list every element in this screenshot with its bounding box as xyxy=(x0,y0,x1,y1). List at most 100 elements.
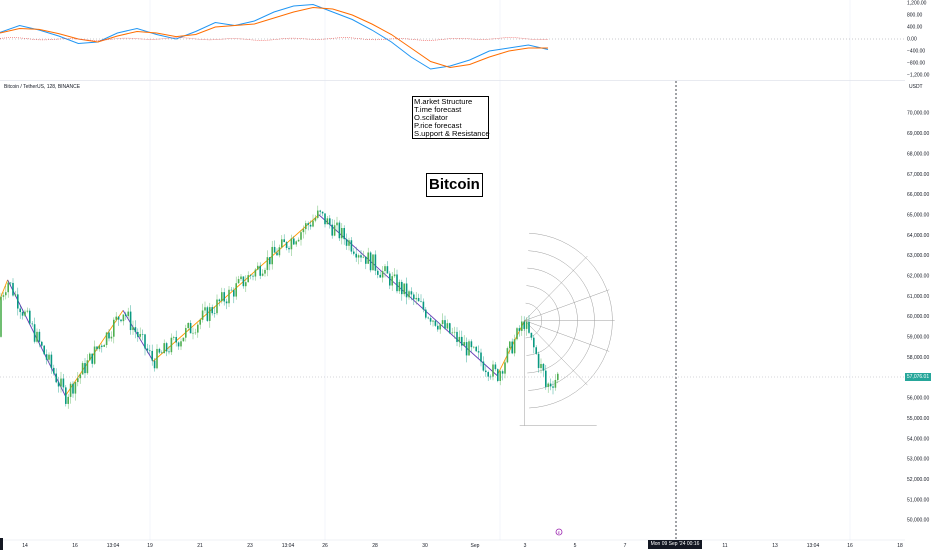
time-tick-label: 14 xyxy=(22,543,28,549)
candle-body xyxy=(161,352,163,354)
candle-body xyxy=(367,252,369,264)
candle-body xyxy=(168,351,170,353)
candle-body xyxy=(297,239,300,242)
event-marker-icon[interactable] xyxy=(555,528,563,536)
candle-body xyxy=(317,210,319,218)
candle-body xyxy=(331,224,333,236)
candle-body xyxy=(463,342,465,346)
candle-body xyxy=(117,316,120,320)
candle-body xyxy=(12,282,14,296)
candle-body xyxy=(9,282,12,284)
price-tick-label: 58,000.00 xyxy=(907,355,929,361)
candle-body xyxy=(213,313,216,314)
candle-body xyxy=(225,301,228,304)
price-tick-label: 50,000.00 xyxy=(907,518,929,524)
candle-body xyxy=(79,374,81,379)
candle-body xyxy=(146,348,149,351)
candle-body xyxy=(153,360,156,369)
candle-body xyxy=(516,328,518,340)
candle-body xyxy=(403,283,405,295)
candle-body xyxy=(204,307,206,311)
annotation-title-box[interactable]: Bitcoin xyxy=(426,173,483,197)
candle-body xyxy=(329,218,331,225)
candle-body xyxy=(285,242,288,248)
candle-body xyxy=(540,363,542,369)
candle-body xyxy=(537,353,540,369)
candle-body xyxy=(535,347,537,354)
candle-body xyxy=(269,257,271,265)
candle-body xyxy=(305,223,307,230)
candle-body xyxy=(182,337,185,342)
candle-body xyxy=(84,363,86,374)
candle-body xyxy=(319,210,321,212)
candle-body xyxy=(501,371,504,374)
candle-body xyxy=(401,281,403,295)
candle-body xyxy=(201,310,204,320)
candle-body xyxy=(21,312,24,316)
candle-body xyxy=(156,348,158,369)
candle-body xyxy=(374,254,377,271)
candle-body xyxy=(473,346,475,348)
candle-body xyxy=(108,332,110,339)
candle-body xyxy=(492,364,494,377)
oscillator-tick-label: −800.00 xyxy=(907,61,925,67)
annotation-item: S.upport & Resistance xyxy=(414,129,490,139)
candle-body xyxy=(506,348,509,363)
candle-body xyxy=(149,350,151,352)
candle-body xyxy=(67,396,69,404)
candle-body xyxy=(343,227,345,240)
candle-body xyxy=(101,345,103,347)
symbol-info: Bitcoin / TetherUS, 128, BINANCE xyxy=(4,84,81,90)
candle-body xyxy=(470,341,473,348)
candle-body xyxy=(499,371,501,381)
candle-body xyxy=(293,238,295,245)
annotation-item: P.rice forecast xyxy=(414,121,462,131)
candle-body xyxy=(247,275,249,283)
candle-body xyxy=(422,301,425,310)
time-tick-label: 5 xyxy=(574,543,577,549)
candle-body xyxy=(125,314,127,317)
candle-body xyxy=(72,383,74,394)
candle-body xyxy=(235,283,237,297)
candle-body xyxy=(65,387,67,404)
time-tick-label: 28 xyxy=(372,543,378,549)
price-tick-label: 64,000.00 xyxy=(907,233,929,239)
candle-body xyxy=(199,319,201,325)
candle-body xyxy=(398,281,401,292)
candle-body xyxy=(242,276,245,287)
candle-body xyxy=(254,269,257,277)
candle-body xyxy=(115,316,117,320)
candle-body xyxy=(518,328,521,331)
candle-body xyxy=(415,297,417,300)
price-tick-label: 66,000.00 xyxy=(907,192,929,198)
candle-body xyxy=(338,222,341,239)
candle-body xyxy=(228,289,230,304)
candlestick-series xyxy=(0,205,559,409)
candle-body xyxy=(446,323,449,329)
candle-body xyxy=(120,319,122,322)
price-tick-label: 52,000.00 xyxy=(907,477,929,483)
annotation-item: T.ime forecast xyxy=(414,105,462,115)
candle-body xyxy=(98,345,101,350)
candle-body xyxy=(362,256,365,258)
candle-body xyxy=(417,297,420,302)
oscillator-tick-label: 400.00 xyxy=(907,25,923,31)
market-structure-lines xyxy=(0,214,526,397)
candle-body xyxy=(300,232,302,240)
candle-body xyxy=(458,336,461,343)
candle-body xyxy=(295,241,297,245)
candle-body xyxy=(487,372,489,377)
candle-body xyxy=(533,337,535,348)
candle-body xyxy=(45,354,48,360)
candle-body xyxy=(230,289,233,291)
candle-body xyxy=(223,292,225,302)
candle-body xyxy=(420,301,422,302)
candle-body xyxy=(175,337,177,343)
candle-body xyxy=(554,379,557,388)
candle-body xyxy=(321,211,324,214)
annotation-list-box[interactable]: M.arket Structure T.ime forecast O.scill… xyxy=(412,96,490,140)
candle-body xyxy=(197,324,199,333)
candle-body xyxy=(497,369,499,381)
candle-body xyxy=(453,331,456,333)
last-price-tag: 57,076.01 xyxy=(905,373,931,381)
